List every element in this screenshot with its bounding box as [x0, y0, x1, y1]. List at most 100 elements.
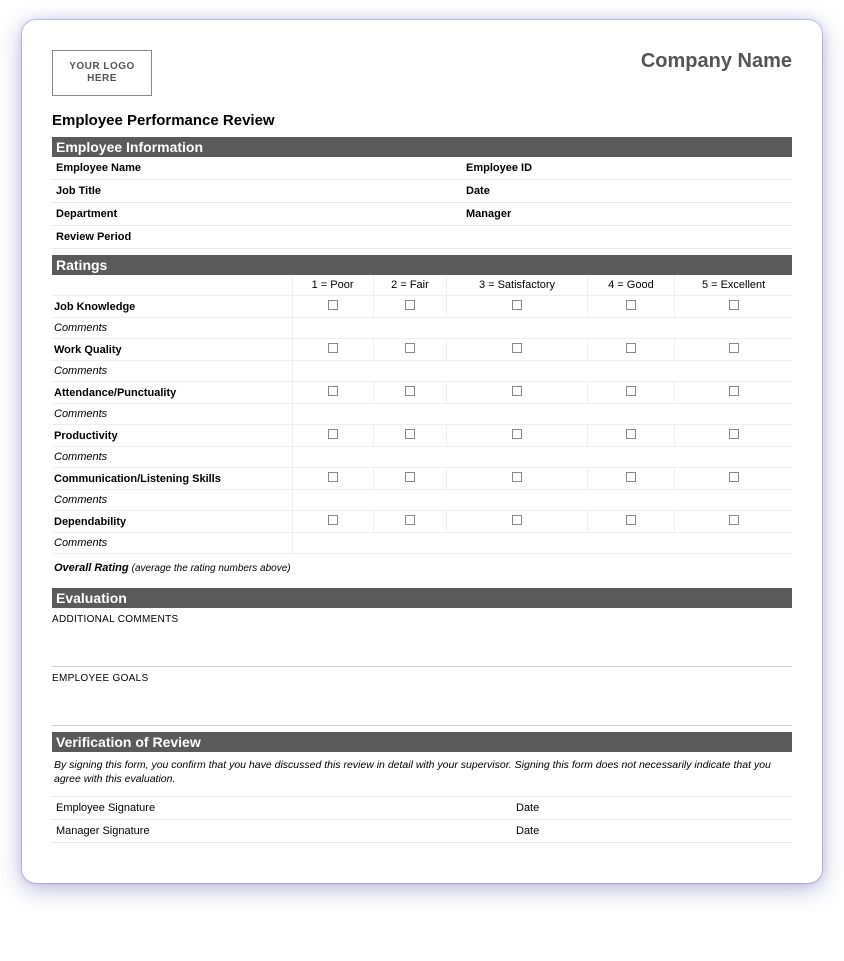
checkbox-icon[interactable] — [626, 515, 636, 525]
checkbox-icon[interactable] — [626, 429, 636, 439]
rating-category: Dependability — [52, 511, 292, 533]
rating-comments-label: Comments — [52, 404, 292, 425]
rating-checkbox-cell[interactable] — [675, 425, 792, 447]
scale-1: 1 = Poor — [292, 275, 373, 296]
field-employee-id[interactable] — [552, 157, 792, 180]
scale-3: 3 = Satisfactory — [447, 275, 587, 296]
overall-rating-field[interactable] — [373, 554, 792, 583]
form-page: YOUR LOGO HERE Company Name Employee Per… — [22, 20, 822, 883]
field-employee-name[interactable] — [162, 157, 462, 180]
rating-comments-field[interactable] — [292, 318, 792, 339]
checkbox-icon[interactable] — [626, 386, 636, 396]
field-employee-signature[interactable] — [192, 797, 512, 820]
rating-comments-field[interactable] — [292, 404, 792, 425]
field-job-title[interactable] — [162, 180, 462, 203]
rating-comments-field[interactable] — [292, 490, 792, 511]
checkbox-icon[interactable] — [405, 472, 415, 482]
checkbox-icon[interactable] — [405, 429, 415, 439]
rating-checkbox-cell[interactable] — [373, 425, 447, 447]
label-employee-signature: Employee Signature — [52, 797, 192, 820]
field-employee-goals[interactable] — [52, 684, 792, 726]
checkbox-icon[interactable] — [512, 343, 522, 353]
rating-row: Attendance/Punctuality — [52, 382, 792, 404]
checkbox-icon[interactable] — [512, 386, 522, 396]
field-manager-sign-date[interactable] — [562, 820, 792, 843]
checkbox-icon[interactable] — [729, 386, 739, 396]
rating-checkbox-cell[interactable] — [675, 382, 792, 404]
rating-checkbox-cell[interactable] — [587, 296, 675, 318]
rating-checkbox-cell[interactable] — [373, 511, 447, 533]
rating-checkbox-cell[interactable] — [587, 468, 675, 490]
checkbox-icon[interactable] — [626, 472, 636, 482]
rating-checkbox-cell[interactable] — [373, 468, 447, 490]
rating-checkbox-cell[interactable] — [373, 382, 447, 404]
rating-row: Job Knowledge — [52, 296, 792, 318]
rating-checkbox-cell[interactable] — [292, 511, 373, 533]
checkbox-icon[interactable] — [405, 343, 415, 353]
checkbox-icon[interactable] — [328, 343, 338, 353]
checkbox-icon[interactable] — [512, 300, 522, 310]
checkbox-icon[interactable] — [405, 386, 415, 396]
checkbox-icon[interactable] — [328, 472, 338, 482]
rating-checkbox-cell[interactable] — [292, 382, 373, 404]
checkbox-icon[interactable] — [512, 429, 522, 439]
rating-checkbox-cell[interactable] — [373, 339, 447, 361]
rating-comments-field[interactable] — [292, 533, 792, 554]
checkbox-icon[interactable] — [729, 300, 739, 310]
field-department[interactable] — [162, 203, 462, 226]
rating-checkbox-cell[interactable] — [292, 296, 373, 318]
field-employee-sign-date[interactable] — [562, 797, 792, 820]
checkbox-icon[interactable] — [626, 343, 636, 353]
verification-statement: By signing this form, you confirm that y… — [52, 752, 792, 796]
rating-checkbox-cell[interactable] — [447, 296, 587, 318]
rating-checkbox-cell[interactable] — [675, 511, 792, 533]
checkbox-icon[interactable] — [405, 300, 415, 310]
checkbox-icon[interactable] — [328, 386, 338, 396]
checkbox-icon[interactable] — [512, 515, 522, 525]
rating-checkbox-cell[interactable] — [675, 296, 792, 318]
rating-comments-label: Comments — [52, 447, 292, 468]
checkbox-icon[interactable] — [512, 472, 522, 482]
rating-checkbox-cell[interactable] — [447, 339, 587, 361]
rating-checkbox-cell[interactable] — [292, 425, 373, 447]
rating-checkbox-cell[interactable] — [675, 339, 792, 361]
checkbox-icon[interactable] — [328, 300, 338, 310]
field-additional-comments[interactable] — [52, 625, 792, 667]
rating-checkbox-cell[interactable] — [373, 296, 447, 318]
rating-comments-label: Comments — [52, 361, 292, 382]
rating-checkbox-cell[interactable] — [292, 339, 373, 361]
rating-checkbox-cell[interactable] — [447, 468, 587, 490]
rating-checkbox-cell[interactable] — [587, 382, 675, 404]
checkbox-icon[interactable] — [626, 300, 636, 310]
rating-comments-field[interactable] — [292, 361, 792, 382]
checkbox-icon[interactable] — [729, 515, 739, 525]
rating-checkbox-cell[interactable] — [447, 511, 587, 533]
rating-checkbox-cell[interactable] — [587, 339, 675, 361]
field-date[interactable] — [552, 180, 792, 203]
rating-checkbox-cell[interactable] — [292, 468, 373, 490]
signature-table: Employee Signature Date Manager Signatur… — [52, 796, 792, 843]
rating-category: Work Quality — [52, 339, 292, 361]
checkbox-icon[interactable] — [328, 515, 338, 525]
checkbox-icon[interactable] — [729, 472, 739, 482]
rating-checkbox-cell[interactable] — [587, 425, 675, 447]
rating-checkbox-cell[interactable] — [447, 382, 587, 404]
scale-4: 4 = Good — [587, 275, 675, 296]
document-title: Employee Performance Review — [52, 112, 792, 129]
rating-checkbox-cell[interactable] — [447, 425, 587, 447]
rating-checkbox-cell[interactable] — [675, 468, 792, 490]
checkbox-icon[interactable] — [328, 429, 338, 439]
label-employee-id: Employee ID — [462, 157, 552, 180]
label-manager-sign-date: Date — [512, 820, 562, 843]
checkbox-icon[interactable] — [405, 515, 415, 525]
field-manager-signature[interactable] — [192, 820, 512, 843]
checkbox-icon[interactable] — [729, 429, 739, 439]
rating-row: Communication/Listening Skills — [52, 468, 792, 490]
rating-comments-field[interactable] — [292, 447, 792, 468]
checkbox-icon[interactable] — [729, 343, 739, 353]
rating-checkbox-cell[interactable] — [587, 511, 675, 533]
field-review-period[interactable] — [162, 226, 792, 249]
overall-rating-hint: (average the rating numbers above) — [132, 563, 291, 574]
rating-row: Work Quality — [52, 339, 792, 361]
field-manager[interactable] — [552, 203, 792, 226]
